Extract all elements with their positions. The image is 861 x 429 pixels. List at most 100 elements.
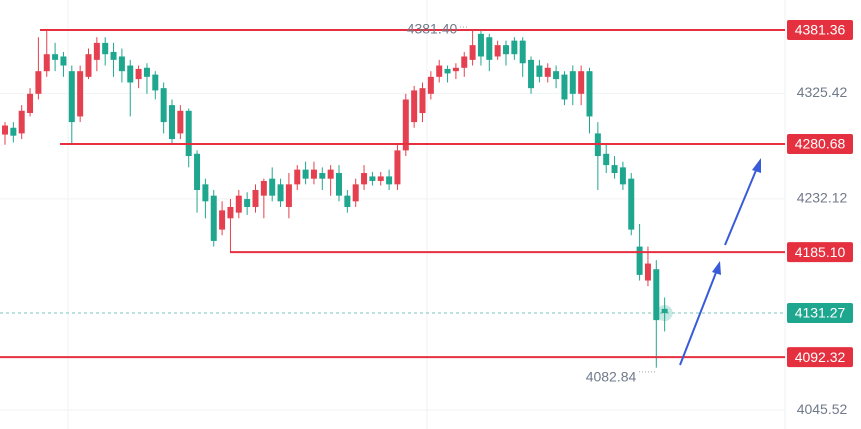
arrow: [679, 269, 718, 366]
candle-body: [452, 67, 459, 72]
candle-body: [152, 74, 159, 91]
candle-body: [477, 33, 484, 57]
candle-body: [60, 56, 67, 66]
candle-body: [127, 65, 134, 83]
candle-body: [227, 206, 234, 219]
last-price-label: 4131.27: [795, 305, 846, 321]
candle-body: [444, 68, 451, 74]
candle-body: [586, 71, 593, 117]
y-tick-label: 4325.42: [797, 84, 848, 100]
candle-body: [77, 71, 84, 117]
candle-body: [619, 167, 626, 185]
candle-body: [277, 184, 284, 202]
level-label-box: [787, 242, 853, 263]
last-price-glow: [656, 305, 673, 322]
candle-body: [294, 169, 301, 185]
candle-body: [185, 110, 192, 157]
candle-body: [135, 68, 142, 80]
candle-body: [302, 169, 309, 179]
drawn-arrows: [679, 158, 761, 366]
candle-body: [611, 165, 618, 174]
candle-body: [336, 173, 342, 196]
candle-body: [269, 178, 276, 196]
candle-body: [319, 173, 326, 179]
candle-body: [461, 56, 468, 68]
candle-body: [244, 199, 251, 207]
candle-body: [386, 176, 393, 185]
candle-body: [494, 45, 501, 57]
candle-body: [361, 173, 368, 185]
candle-body: [2, 125, 8, 135]
candle-body: [202, 184, 209, 202]
candle-body: [35, 71, 42, 94]
candle-body: [419, 88, 426, 114]
arrow: [724, 167, 758, 246]
candle-body: [553, 71, 560, 80]
last-label-box: [787, 303, 853, 324]
candle-body: [636, 246, 643, 275]
candle-body: [628, 178, 635, 230]
candle-body: [252, 190, 259, 207]
candle-body: [569, 71, 576, 94]
candle-body: [644, 263, 651, 281]
level-label: 4092.32: [795, 349, 846, 365]
candle-body: [486, 37, 493, 60]
candle-body: [118, 56, 125, 72]
candle-body: [352, 184, 359, 202]
candle-body: [235, 195, 242, 213]
candle-body: [68, 71, 75, 123]
y-tick-label: 4232.12: [797, 190, 848, 206]
candle-body: [561, 74, 568, 100]
extreme-label: 4082.84: [586, 369, 637, 385]
candle-body: [377, 176, 384, 181]
level-label: 4280.68: [795, 136, 846, 152]
candle-body: [285, 184, 292, 207]
level-label-box: [787, 20, 853, 41]
candle-body: [10, 127, 17, 136]
level-label: 4381.36: [795, 22, 846, 38]
candle-body: [102, 42, 109, 55]
candle-body: [194, 153, 201, 191]
candle-body: [110, 51, 117, 60]
candle-body: [260, 180, 267, 196]
candle-body: [402, 99, 409, 151]
candle-body: [436, 65, 443, 77]
level-label: 4185.10: [795, 244, 846, 260]
candle-body: [327, 169, 334, 179]
candle-body: [177, 110, 184, 134]
candle-body: [27, 93, 34, 114]
candle-body: [210, 195, 217, 241]
candle-body: [469, 45, 476, 60]
arrow-head: [752, 158, 761, 173]
arrow-head: [712, 261, 721, 275]
candle-body: [369, 176, 376, 181]
candle-body: [394, 150, 401, 185]
candle-body: [52, 54, 59, 60]
candle-body: [528, 59, 535, 89]
candle-body: [603, 153, 610, 166]
candle-body: [85, 54, 92, 77]
candle-body: [310, 169, 317, 179]
candle-body: [519, 40, 526, 64]
candle-body: [511, 40, 518, 55]
candle-body: [411, 90, 418, 123]
extreme-label: 4381.40: [407, 21, 458, 37]
candle-body: [160, 88, 167, 123]
candle-body: [169, 105, 175, 140]
candle-body: [503, 45, 509, 55]
candle-body: [344, 195, 351, 207]
candle-body: [578, 71, 585, 94]
candle-body: [661, 308, 668, 314]
candle-body: [219, 210, 226, 230]
candle-body: [544, 67, 551, 77]
candle-body: [427, 76, 434, 94]
candle-body: [143, 67, 150, 77]
candle-body: [43, 54, 50, 72]
level-label-box: [787, 347, 853, 368]
candle-body: [93, 42, 100, 60]
candle-body: [653, 269, 660, 321]
level-label-box: [787, 133, 853, 154]
